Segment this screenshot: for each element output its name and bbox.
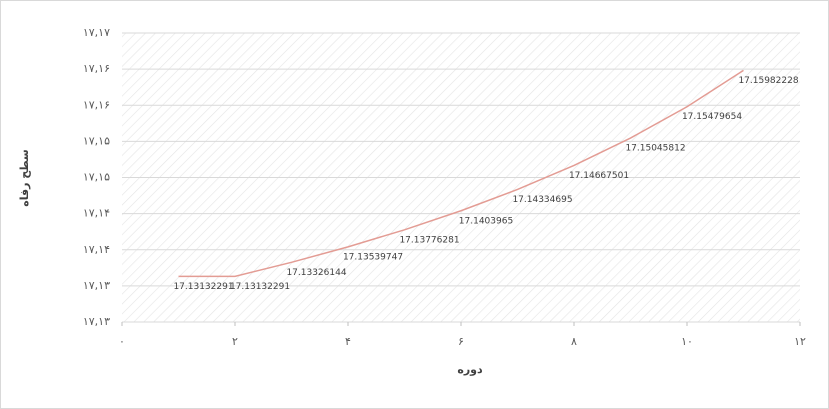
y-tick-label: ۱۷,۱۴ [83,243,110,256]
data-label: 17.13132291 [173,282,233,292]
data-label: 17.13326144 [286,268,346,278]
y-tick-label: ۱۷,۱۳ [83,279,110,292]
x-axis-label: دوره [457,363,483,376]
y-tick-label: ۱۷,۱۶ [83,98,110,111]
y-tick-label: ۱۷,۱۷ [83,26,110,39]
y-tick-label: ۱۷,۱۶ [83,62,110,75]
data-label: 17.15479654 [682,112,742,122]
x-tick-label: ۱۰ [681,335,693,348]
data-label: 17.13132291 [230,282,290,292]
y-axis-label: سطح رفاه [18,149,31,206]
x-tick-label: ۲ [232,335,238,348]
data-label: 17.15982228 [738,76,798,86]
data-label: 17.13539747 [343,252,403,262]
y-tick-label: ۱۷,۱۴ [83,207,110,220]
x-tick-label: ۸ [571,335,577,348]
data-label: 17.15045812 [625,144,685,154]
line-series [178,69,744,278]
y-tick-label: ۱۷,۱۵ [83,134,110,147]
data-label: 17.13776281 [399,235,459,245]
data-label: 17.14334695 [512,195,572,205]
x-tick-label: ۰ [119,335,125,348]
y-tick-label: ۱۷,۱۵ [83,171,110,184]
y-tick-label: ۱۷,۱۳ [83,315,110,328]
data-label: 17.14667501 [569,171,629,181]
x-tick-label: ۱۲ [794,335,806,348]
x-tick-label: ۴ [345,335,351,348]
data-label: 17.1403965 [459,216,513,226]
x-tick-label: ۶ [458,335,464,348]
